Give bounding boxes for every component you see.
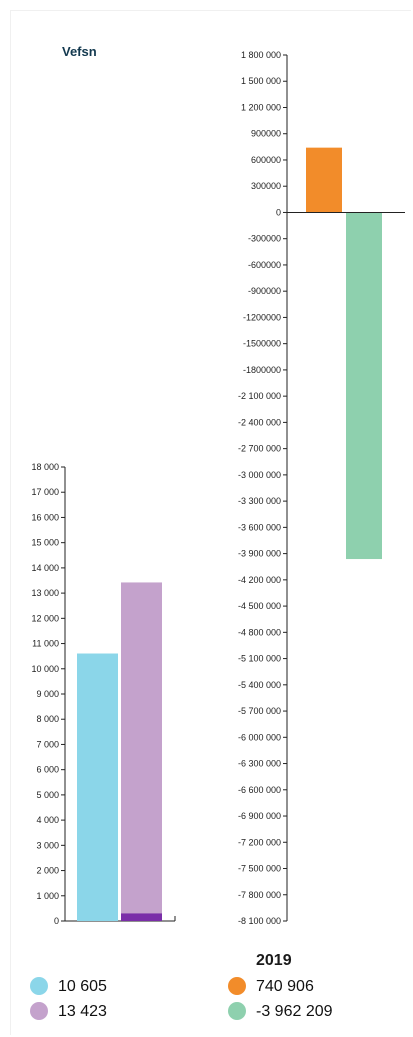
- legend-swatch: [30, 1002, 48, 1020]
- left-bar-chart: 0 1 000 2 000 3 000 4 000 5 000 6 000 7 000 8 00…: [31, 462, 176, 926]
- y-tick-label: 13 000: [31, 588, 59, 598]
- y-tick-label: 14 000: [31, 563, 59, 573]
- y-tick-label: -2 700 000: [238, 444, 281, 454]
- legend-swatch: [228, 1002, 246, 1020]
- y-tick-label: 600000: [251, 155, 281, 165]
- legend-swatch: [228, 977, 246, 995]
- y-tick-label: -3 900 000: [238, 549, 281, 559]
- y-tick-label: -4 800 000: [238, 627, 281, 637]
- y-tick-label: -1200000: [243, 312, 281, 322]
- y-tick-label: 2 000: [36, 866, 59, 876]
- y-tick-label: 3 000: [36, 840, 59, 850]
- y-tick-label: 0: [276, 207, 281, 217]
- y-tick-label: -6 000 000: [238, 732, 281, 742]
- y-tick-label: -7 200 000: [238, 837, 281, 847]
- y-tick-label: 0: [54, 916, 59, 926]
- y-tick-label: 1 500 000: [241, 76, 281, 86]
- chart-frame: [10, 10, 411, 1035]
- y-tick-label: -6 600 000: [238, 785, 281, 795]
- y-tick-label: 10 000: [31, 664, 59, 674]
- y-tick-label: 1 200 000: [241, 102, 281, 112]
- y-tick-label: -4 500 000: [238, 601, 281, 611]
- legend-label: 13 423: [58, 1003, 107, 1020]
- y-tick-label: -2 400 000: [238, 417, 281, 427]
- y-tick-label: 15 000: [31, 538, 59, 548]
- chart-title: Vefsn: [62, 44, 97, 59]
- y-tick-label: -5 700 000: [238, 706, 281, 716]
- y-tick-label: 16 000: [31, 512, 59, 522]
- bar-green: [346, 212, 382, 560]
- y-tick-label: -300000: [248, 234, 281, 244]
- y-tick-label: 8 000: [36, 714, 59, 724]
- y-tick-label: -2 100 000: [238, 391, 281, 401]
- y-tick-label: 9 000: [36, 689, 59, 699]
- legend-label: 740 906: [256, 978, 314, 995]
- y-tick-label: 4 000: [36, 815, 59, 825]
- y-tick-label: -6 300 000: [238, 759, 281, 769]
- y-tick-label: -5 400 000: [238, 680, 281, 690]
- y-tick-label: 6 000: [36, 765, 59, 775]
- bar-purple: [121, 913, 162, 921]
- bar-orange: [306, 147, 342, 213]
- y-tick-label: -4 200 000: [238, 575, 281, 585]
- legend-label: -3 962 209: [256, 1003, 333, 1020]
- y-tick-label: -7 500 000: [238, 864, 281, 874]
- y-tick-label: 17 000: [31, 487, 59, 497]
- legend-label: 10 605: [58, 978, 107, 995]
- y-tick-label: 5 000: [36, 790, 59, 800]
- legend-swatch: [30, 977, 48, 995]
- legend-year: 2019: [256, 952, 292, 969]
- y-tick-label: -3 000 000: [238, 470, 281, 480]
- y-tick-label: 18 000: [31, 462, 59, 472]
- y-tick-label: -600000: [248, 260, 281, 270]
- bar-cyan: [77, 653, 118, 921]
- y-tick-label: -3 300 000: [238, 496, 281, 506]
- y-tick-label: 1 000: [36, 891, 59, 901]
- y-tick-label: 1 800 000: [241, 50, 281, 60]
- y-tick-label: -5 100 000: [238, 654, 281, 664]
- y-tick-label: -1800000: [243, 365, 281, 375]
- right-bar-chart: 1 800 000 1 500 000 1 200 000 900000 600000 3…: [238, 50, 405, 926]
- y-tick-label: 7 000: [36, 739, 59, 749]
- y-tick-label: 300000: [251, 181, 281, 191]
- y-tick-label: -1500000: [243, 339, 281, 349]
- y-tick-label: 12 000: [31, 613, 59, 623]
- y-tick-label: -7 800 000: [238, 890, 281, 900]
- y-tick-label: -900000: [248, 286, 281, 296]
- y-tick-label: -3 600 000: [238, 522, 281, 532]
- y-tick-label: 11 000: [32, 639, 59, 649]
- bar-lilac: [121, 582, 162, 921]
- y-tick-label: 900000: [251, 129, 281, 139]
- y-tick-label: -8 100 000: [238, 916, 281, 926]
- y-tick-label: -6 900 000: [238, 811, 281, 821]
